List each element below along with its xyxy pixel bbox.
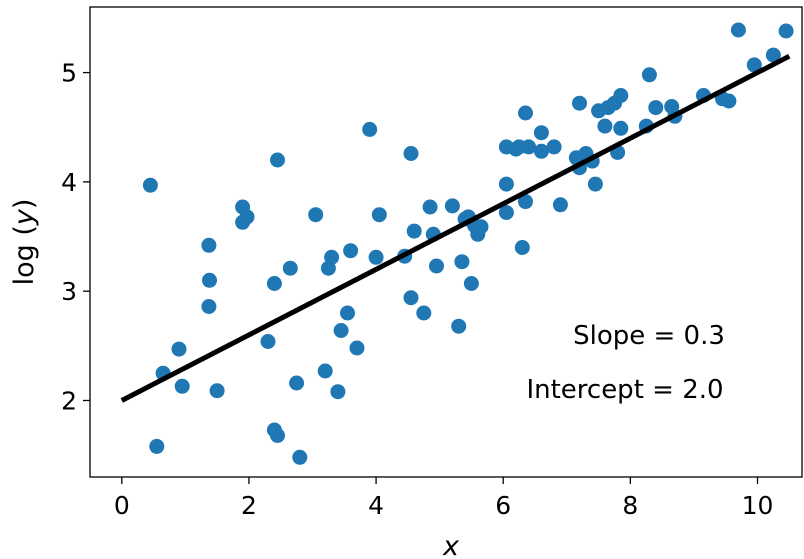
y-tick-label: 2 xyxy=(61,386,77,415)
data-point-25 xyxy=(333,323,349,338)
fit-line xyxy=(120,53,791,403)
data-point-36 xyxy=(416,305,432,321)
data-point-69 xyxy=(597,118,613,134)
data-point-41 xyxy=(451,318,467,334)
data-point-24 xyxy=(330,384,346,400)
data-point-49 xyxy=(498,205,514,220)
data-point-12 xyxy=(260,334,276,349)
x-tick-label: 6 xyxy=(495,491,511,520)
data-point-34 xyxy=(403,146,419,161)
data-point-39 xyxy=(429,258,444,274)
data-point-76 xyxy=(641,67,657,83)
data-point-82 xyxy=(721,93,737,109)
slope-annotation: Slope = 0.3 xyxy=(573,321,725,351)
data-point-16 xyxy=(270,152,285,168)
data-point-73 xyxy=(613,88,629,103)
x-axis-label: x xyxy=(442,531,460,559)
data-point-74 xyxy=(613,120,629,136)
data-point-59 xyxy=(533,143,549,159)
data-point-40 xyxy=(444,198,460,214)
x-tick-label: 2 xyxy=(241,491,257,520)
data-point-67 xyxy=(587,176,603,192)
data-point-83 xyxy=(730,22,746,38)
data-point-1 xyxy=(149,438,165,454)
data-point-5 xyxy=(201,237,217,253)
x-tick-label: 10 xyxy=(742,491,774,520)
data-point-63 xyxy=(572,95,587,111)
y-tick-label: 4 xyxy=(61,168,77,197)
data-point-85 xyxy=(765,47,781,63)
x-tick-label: 0 xyxy=(114,491,130,520)
data-point-6 xyxy=(202,272,217,288)
data-point-20 xyxy=(308,207,324,223)
data-point-56 xyxy=(518,105,533,121)
y-axis-ticks: 2 3 4 5 xyxy=(61,59,90,415)
data-point-33 xyxy=(403,290,419,306)
data-point-23 xyxy=(324,249,340,265)
data-point-35 xyxy=(406,223,422,239)
data-point-84 xyxy=(746,57,762,73)
data-point-77 xyxy=(648,100,664,116)
data-point-14 xyxy=(266,276,282,291)
data-point-26 xyxy=(340,305,355,321)
y-tick-label: 3 xyxy=(61,277,77,306)
data-point-50 xyxy=(498,176,514,192)
data-point-54 xyxy=(514,240,530,255)
data-point-48 xyxy=(473,219,489,235)
data-point-60 xyxy=(546,139,562,155)
data-point-29 xyxy=(362,121,378,137)
data-point-58 xyxy=(533,125,549,141)
data-point-55 xyxy=(518,194,533,210)
data-point-86 xyxy=(778,23,794,39)
data-point-42 xyxy=(454,254,470,270)
y-axis-label: log (y) xyxy=(9,199,40,286)
x-tick-label: 8 xyxy=(622,491,638,520)
data-point-19 xyxy=(292,449,308,465)
data-point-7 xyxy=(201,299,217,314)
data-point-57 xyxy=(521,139,537,155)
data-point-18 xyxy=(289,375,305,391)
plot-frame xyxy=(89,6,803,478)
y-axis-label-prefix: log xyxy=(9,244,40,285)
data-point-21 xyxy=(317,363,333,379)
y-axis-label-open-paren: ( xyxy=(9,225,40,244)
data-point-3 xyxy=(171,341,187,357)
data-point-11 xyxy=(239,209,255,225)
data-point-8 xyxy=(209,383,225,399)
y-axis-label-close-paren: ) xyxy=(9,199,40,210)
x-tick-label: 4 xyxy=(368,491,384,520)
intercept-annotation: Intercept = 2.0 xyxy=(526,375,723,405)
data-point-27 xyxy=(343,243,359,259)
y-axis-label-variable: y xyxy=(9,208,40,226)
points-layer xyxy=(142,22,794,465)
data-point-31 xyxy=(371,207,387,223)
data-point-0 xyxy=(142,177,158,193)
data-point-61 xyxy=(552,197,568,213)
x-axis-ticks: 0 2 4 6 8 10 xyxy=(114,477,774,520)
y-tick-label: 5 xyxy=(61,59,77,88)
data-point-45 xyxy=(463,276,479,291)
data-point-28 xyxy=(349,340,365,356)
data-point-30 xyxy=(368,249,384,265)
data-point-17 xyxy=(282,260,298,276)
data-point-15 xyxy=(270,428,285,443)
data-point-4 xyxy=(174,378,190,394)
data-point-37 xyxy=(422,199,438,215)
